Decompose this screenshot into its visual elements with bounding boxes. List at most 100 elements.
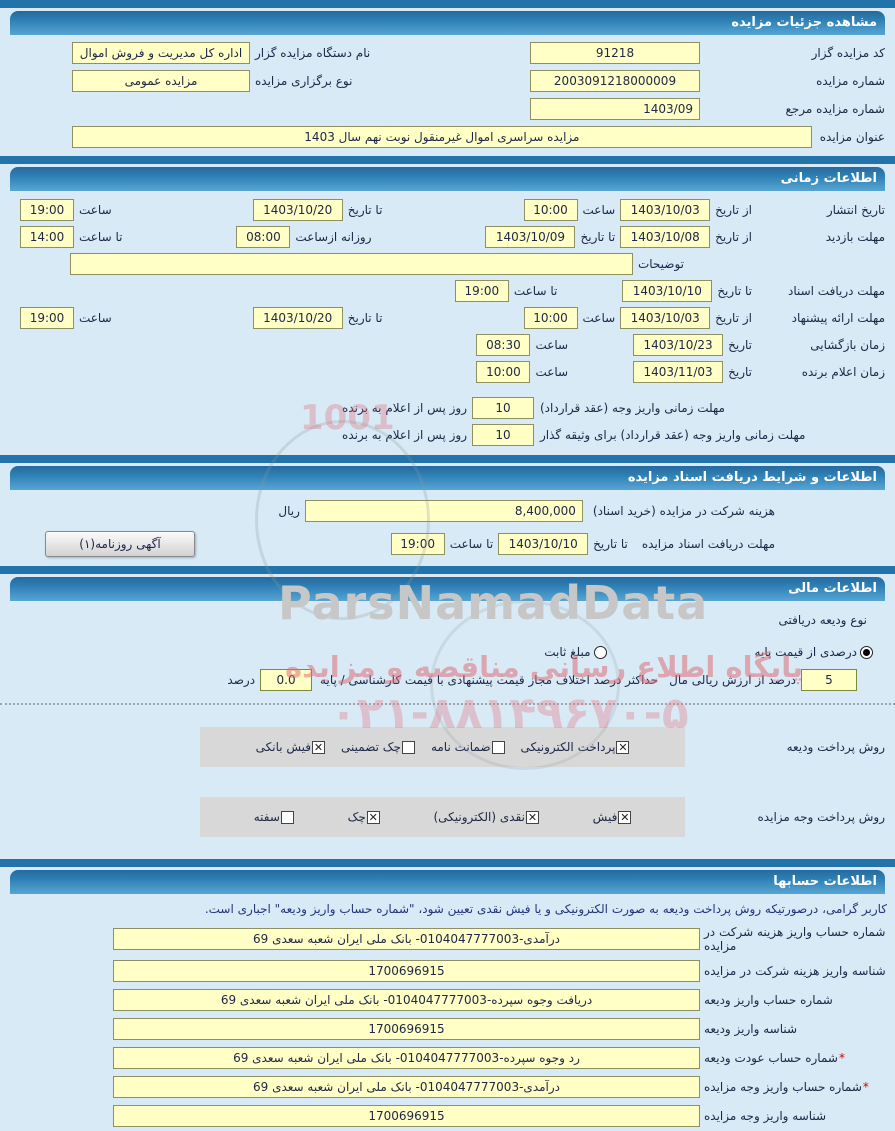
account-field[interactable]: درآمدی-0104047777003- بانک ملی ایران شعب…: [113, 1076, 700, 1098]
until-hour-label: تا ساعت: [449, 537, 494, 551]
account-field[interactable]: 1700696915: [113, 1105, 700, 1127]
checkbox-box[interactable]: [312, 740, 326, 754]
offer-from-date-field[interactable]: 1403/10/03: [620, 307, 711, 329]
publish-from-time-field[interactable]: 10:00: [523, 199, 578, 221]
ref-number-field[interactable]: 1403/09: [530, 98, 700, 120]
org-name-field[interactable]: اداره کل مدیریت و فروش اموال: [72, 42, 250, 64]
docs-deadline-time-field[interactable]: 19:00: [390, 533, 445, 555]
auction-number-field[interactable]: 2003091218000009: [530, 70, 700, 92]
to-date-label: تا تاریخ: [717, 284, 752, 298]
checkbox-box[interactable]: [491, 740, 505, 754]
checkbox-promissory-note[interactable]: سفته: [254, 810, 294, 824]
offer-row: مهلت ارائه پیشنهاد از تاریخ 1403/10/03 س…: [0, 307, 895, 329]
winner-label: زمان اعلام برنده: [801, 365, 885, 379]
winner-date-field[interactable]: 1403/11/03: [633, 361, 724, 383]
docs-deadline-row: مهلت دریافت اسناد مزایده تا تاریخ 1403/1…: [0, 531, 895, 557]
radio-percent-of-base[interactable]: درصدی از قیمت پایه: [755, 645, 873, 659]
checkbox-cash-electronic[interactable]: نقدی (الکترونیکی): [433, 810, 539, 824]
offer-from-time-field[interactable]: 10:00: [523, 307, 578, 329]
max-diff-field[interactable]: 0.0: [260, 669, 313, 691]
fee-label: هزینه شرکت در مزایده (خرید اسناد): [592, 504, 775, 518]
hour-label: ساعت: [582, 311, 616, 325]
account-field[interactable]: درآمدی-0104047777003- بانک ملی ایران شعب…: [113, 928, 700, 950]
notes-field[interactable]: [70, 253, 633, 275]
fee-field[interactable]: 8,400,000: [304, 500, 583, 522]
account-row: شماره حساب واریز هزینه شرکت در مزایده در…: [0, 925, 895, 953]
checkbox-box[interactable]: [401, 740, 415, 754]
doc-deadline-time-field[interactable]: 19:00: [454, 280, 509, 302]
opening-label: زمان بازگشایی: [810, 338, 885, 352]
auction-code-field[interactable]: 91218: [530, 42, 700, 64]
radio-fixed-amount[interactable]: مبلغ ثابت: [544, 645, 607, 659]
payment-deadline-suffix: روز پس از اعلام به برنده: [342, 401, 467, 415]
checkbox-box[interactable]: [366, 810, 380, 824]
doc-deadline-date-field[interactable]: 1403/10/10: [622, 280, 713, 302]
payment-deadline-label: مهلت زمانی واریز وجه (عقد قرارداد): [540, 401, 725, 415]
offer-to-time-field[interactable]: 19:00: [19, 307, 74, 329]
deposit-type-row: نوع ودیعه دریافتی: [0, 613, 895, 627]
opening-date-field[interactable]: 1403/10/23: [633, 334, 724, 356]
visit-to-time-field[interactable]: 14:00: [19, 226, 74, 248]
fee-unit-label: ریال: [278, 504, 300, 518]
deposit-method-label: روش پرداخت ودیعه: [786, 740, 885, 754]
auction-title-label: عنوان مزایده: [819, 130, 885, 144]
checkbox-label: نقدی (الکترونیکی): [433, 810, 525, 824]
checkbox-box[interactable]: [616, 740, 630, 754]
percent-field[interactable]: 5: [801, 669, 857, 691]
checkbox-bank-slip[interactable]: فیش بانکی: [255, 740, 326, 754]
checkbox-guarantee-letter[interactable]: ضمانت نامه: [431, 740, 505, 754]
radio-button[interactable]: [860, 645, 873, 659]
hour-label: ساعت: [78, 203, 112, 217]
to-date-label: تا تاریخ: [580, 230, 616, 244]
publish-label: تاریخ انتشار: [826, 203, 885, 217]
notes-row: توضیحات: [0, 253, 895, 275]
checkbox-check[interactable]: چک: [348, 810, 380, 824]
publish-to-date-field[interactable]: 1403/10/20: [252, 199, 343, 221]
payment-deadline-field[interactable]: 10: [472, 397, 534, 419]
checkbox-electronic-payment[interactable]: پرداخت الکترونیکی: [521, 740, 630, 754]
winner-row: زمان اعلام برنده تاریخ 1403/11/03 ساعت 1…: [0, 361, 895, 383]
checkbox-box[interactable]: [618, 810, 632, 824]
newspaper-ad-button[interactable]: آگهی روزنامه(۱): [45, 531, 195, 557]
offer-to-date-field[interactable]: 1403/10/20: [252, 307, 343, 329]
to-date-label: تا تاریخ: [347, 203, 383, 217]
radio-fixed-label: مبلغ ثابت: [544, 645, 591, 659]
visit-from-date-field[interactable]: 1403/10/08: [620, 226, 711, 248]
payment-deadline-guarantor-field[interactable]: 10: [472, 424, 534, 446]
docs-deadline-date-field[interactable]: 1403/10/10: [498, 533, 589, 555]
winner-time-field[interactable]: 10:00: [476, 361, 531, 383]
max-diff-unit-label: درصد: [227, 673, 256, 687]
auction-title-field[interactable]: مزایده سراسری اموال غیرمنقول نوبت نهم سا…: [72, 126, 812, 148]
docs-deadline-label: مهلت دریافت اسناد مزایده: [641, 537, 775, 551]
opening-time-field[interactable]: 08:30: [476, 334, 531, 356]
checkbox-label: فیش بانکی: [255, 740, 312, 754]
publish-to-time-field[interactable]: 19:00: [19, 199, 74, 221]
hour-label: ساعت: [582, 203, 616, 217]
checkbox-box[interactable]: [280, 810, 294, 824]
auction-type-field[interactable]: مزایده عمومی: [72, 70, 250, 92]
account-label: شناسه واریز ودیعه: [704, 1022, 798, 1036]
payment-method-panel: فیش نقدی (الکترونیکی) چک سفته: [200, 797, 685, 837]
account-label: شناسه واریز هزینه شرکت در مزایده: [704, 964, 886, 978]
radio-button[interactable]: [593, 645, 607, 659]
section-strip: [0, 156, 895, 164]
visit-to-date-field[interactable]: 1403/10/09: [485, 226, 576, 248]
deposit-radio-row: درصدی از قیمت پایه مبلغ ثابت: [0, 645, 895, 659]
payment-deadline-guarantor-row: مهلت زمانی واریز وجه (عقد قرارداد) برای …: [0, 424, 895, 446]
checkbox-box[interactable]: [525, 810, 539, 824]
checkbox-slip[interactable]: فیش: [593, 810, 632, 824]
account-field[interactable]: رد وجوه سپرده-0104047777003- بانک ملی ای…: [113, 1047, 700, 1069]
visit-from-time-field[interactable]: 08:00: [236, 226, 291, 248]
hour-label: ساعت: [535, 365, 569, 379]
date-label: تاریخ: [728, 365, 752, 379]
fee-row: هزینه شرکت در مزایده (خرید اسناد) 8,400,…: [0, 500, 895, 522]
account-row: شماره حساب عودت ودیعه رد وجوه سپرده-0104…: [0, 1047, 895, 1069]
account-field[interactable]: 1700696915: [113, 960, 700, 982]
section-docs-header: اطلاعات و شرایط دریافت اسناد مزایده: [10, 466, 885, 490]
publish-from-date-field[interactable]: 1403/10/03: [620, 199, 711, 221]
payment-deadline-row: مهلت زمانی واریز وجه (عقد قرارداد) 10 رو…: [0, 397, 895, 419]
account-field[interactable]: دریافت وجوه سپرده-0104047777003- بانک مل…: [113, 989, 700, 1011]
payment-method-label: روش پرداخت وجه مزایده: [757, 810, 885, 824]
account-field[interactable]: 1700696915: [113, 1018, 700, 1040]
checkbox-certified-check[interactable]: چک تضمینی: [341, 740, 415, 754]
